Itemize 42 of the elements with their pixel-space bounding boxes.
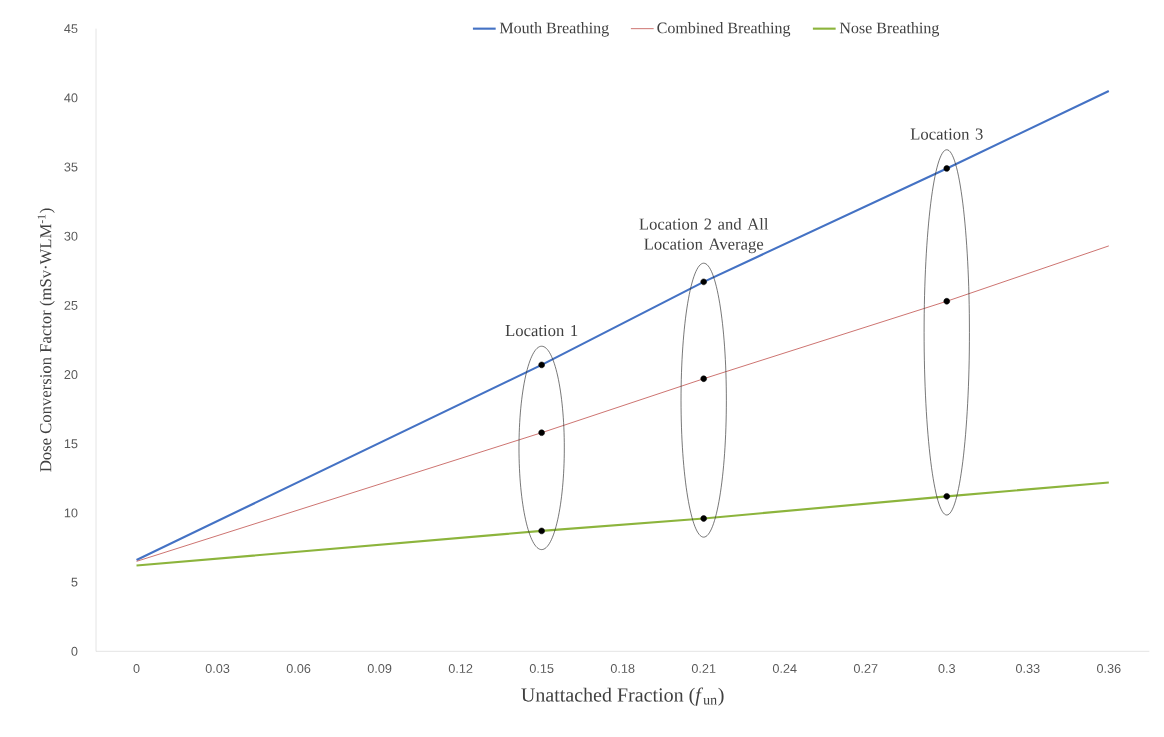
x-tick-label: 0.18 xyxy=(610,663,635,673)
x-tick-label: 0.15 xyxy=(529,663,554,673)
annotation: Location 3 xyxy=(910,128,983,140)
y-tick-label: 25 xyxy=(64,300,78,310)
x-tick-label: 0.27 xyxy=(853,663,878,673)
x-tick-label: 0.06 xyxy=(286,663,311,673)
legend-label: Combined Breathing xyxy=(657,21,791,37)
legend-label: Mouth Breathing xyxy=(499,21,609,37)
y-tick-label: 30 xyxy=(64,231,78,241)
y-tick-label: 35 xyxy=(64,162,78,172)
y-tick-label: 10 xyxy=(64,508,78,518)
y-axis-title: Dose Conversion Factor (mSv·WLM$^{-1}$) xyxy=(37,208,55,472)
y-tick-label: 20 xyxy=(64,369,78,379)
point xyxy=(943,165,950,172)
point xyxy=(538,429,545,436)
x-tick-label: 0.03 xyxy=(205,663,230,673)
x-tick-label: 0.12 xyxy=(448,663,473,673)
point xyxy=(700,515,707,522)
x-tick-label: 0.33 xyxy=(1015,663,1040,673)
point xyxy=(700,278,707,285)
x-tick-label: 0 xyxy=(133,663,140,673)
x-axis-title: Unattached Fraction (f$_{un}$) xyxy=(521,687,724,706)
point xyxy=(538,361,545,368)
x-tick-label: 0.24 xyxy=(772,663,797,673)
line-series xyxy=(135,89,1110,561)
y-tick-label: 0 xyxy=(71,646,78,656)
x-tick-label: 0.3 xyxy=(938,663,956,673)
annotation: Location 2 and All Location Average xyxy=(639,217,769,253)
y-tick-label: 40 xyxy=(64,93,78,103)
point xyxy=(943,297,950,305)
legend-label: Nose Breathing xyxy=(839,21,940,37)
y-tick-label: 5 xyxy=(71,577,78,587)
annotation: Location 1 xyxy=(505,324,578,337)
line-series xyxy=(135,481,1110,567)
x-tick-label: 0.36 xyxy=(1096,663,1121,673)
x-tick-label: 0.21 xyxy=(691,663,716,673)
y-tick-label: 15 xyxy=(64,439,78,449)
point xyxy=(943,492,950,500)
point xyxy=(538,527,545,534)
y-tick-label: 45 xyxy=(64,24,78,33)
x-tick-label: 0.09 xyxy=(367,663,392,673)
point xyxy=(700,375,707,382)
